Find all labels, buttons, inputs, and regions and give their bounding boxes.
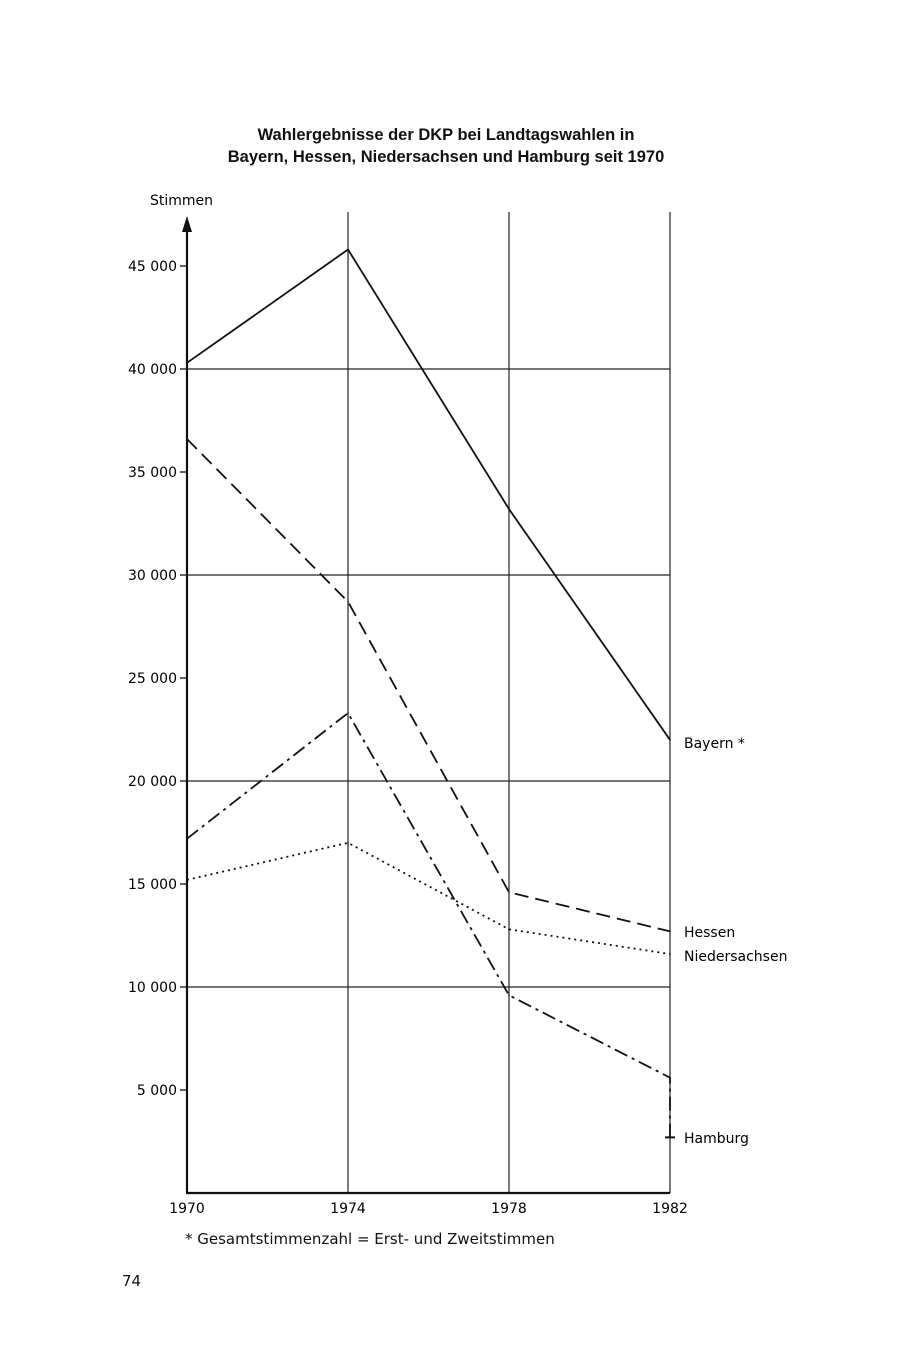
data-point bbox=[347, 248, 349, 251]
y-axis-arrow bbox=[182, 216, 192, 232]
data-point bbox=[669, 739, 671, 741]
x-tick-label: 1982 bbox=[652, 1201, 688, 1217]
x-tick-label: 1970 bbox=[169, 1201, 205, 1217]
data-point bbox=[186, 837, 188, 840]
series-line-niedersachsen bbox=[186, 841, 671, 955]
tick-labels: 5 000 10 000 15 000 20 000 25 000 30 000 35 00… bbox=[128, 259, 688, 1217]
y-tick-label: 45 000 bbox=[128, 259, 177, 275]
y-tick-label: 20 000 bbox=[128, 774, 177, 790]
y-tick-label: 40 000 bbox=[128, 362, 177, 378]
data-point bbox=[508, 928, 510, 931]
series-line-hamburg bbox=[186, 711, 671, 1138]
series-label: Hamburg bbox=[684, 1131, 749, 1147]
series-line-hessen bbox=[186, 438, 671, 933]
x-tick-label: 1974 bbox=[330, 1201, 366, 1217]
title-line-1: Wahlergebnisse der DKP bei Landtagswahle… bbox=[257, 126, 635, 144]
y-tick-label: 25 000 bbox=[128, 671, 177, 687]
y-tick-label: 5 000 bbox=[137, 1083, 177, 1099]
data-point bbox=[669, 953, 671, 955]
title-line-2: Bayern, Hessen, Niedersachsen und Hambur… bbox=[227, 148, 665, 166]
axes bbox=[182, 216, 670, 1195]
data-point bbox=[508, 891, 510, 894]
y-tick-label: 15 000 bbox=[128, 877, 177, 893]
series-labels: Bayern * Hessen Niedersachsen Hamburg bbox=[684, 736, 787, 1147]
data-point bbox=[186, 438, 188, 440]
data-point bbox=[347, 712, 349, 714]
y-tick-label: 35 000 bbox=[128, 465, 177, 481]
series-line-bayern bbox=[186, 248, 671, 741]
y-axis-label: Stimmen bbox=[150, 193, 213, 209]
data-point bbox=[347, 842, 349, 844]
data-point bbox=[186, 362, 188, 364]
series-lines bbox=[186, 248, 675, 1139]
data-point bbox=[508, 508, 510, 510]
grid bbox=[187, 212, 671, 1193]
y-tick-label: 30 000 bbox=[128, 568, 177, 584]
data-point bbox=[186, 879, 188, 881]
footnote: * Gesamtstimmenzahl = Erst- und Zweitsti… bbox=[185, 1230, 555, 1248]
data-point bbox=[347, 600, 349, 603]
data-point bbox=[669, 1076, 671, 1079]
series-label: Niedersachsen bbox=[684, 949, 787, 965]
data-point bbox=[508, 994, 510, 997]
y-tick-label: 10 000 bbox=[128, 980, 177, 996]
page-number: 74 bbox=[122, 1272, 142, 1290]
x-tick-label: 1978 bbox=[491, 1201, 527, 1217]
series-label: Bayern * bbox=[684, 736, 745, 752]
chart-title: Wahlergebnisse der DKP bei Landtagswahle… bbox=[0, 124, 900, 168]
data-point bbox=[669, 930, 671, 933]
series-label: Hessen bbox=[684, 925, 735, 941]
